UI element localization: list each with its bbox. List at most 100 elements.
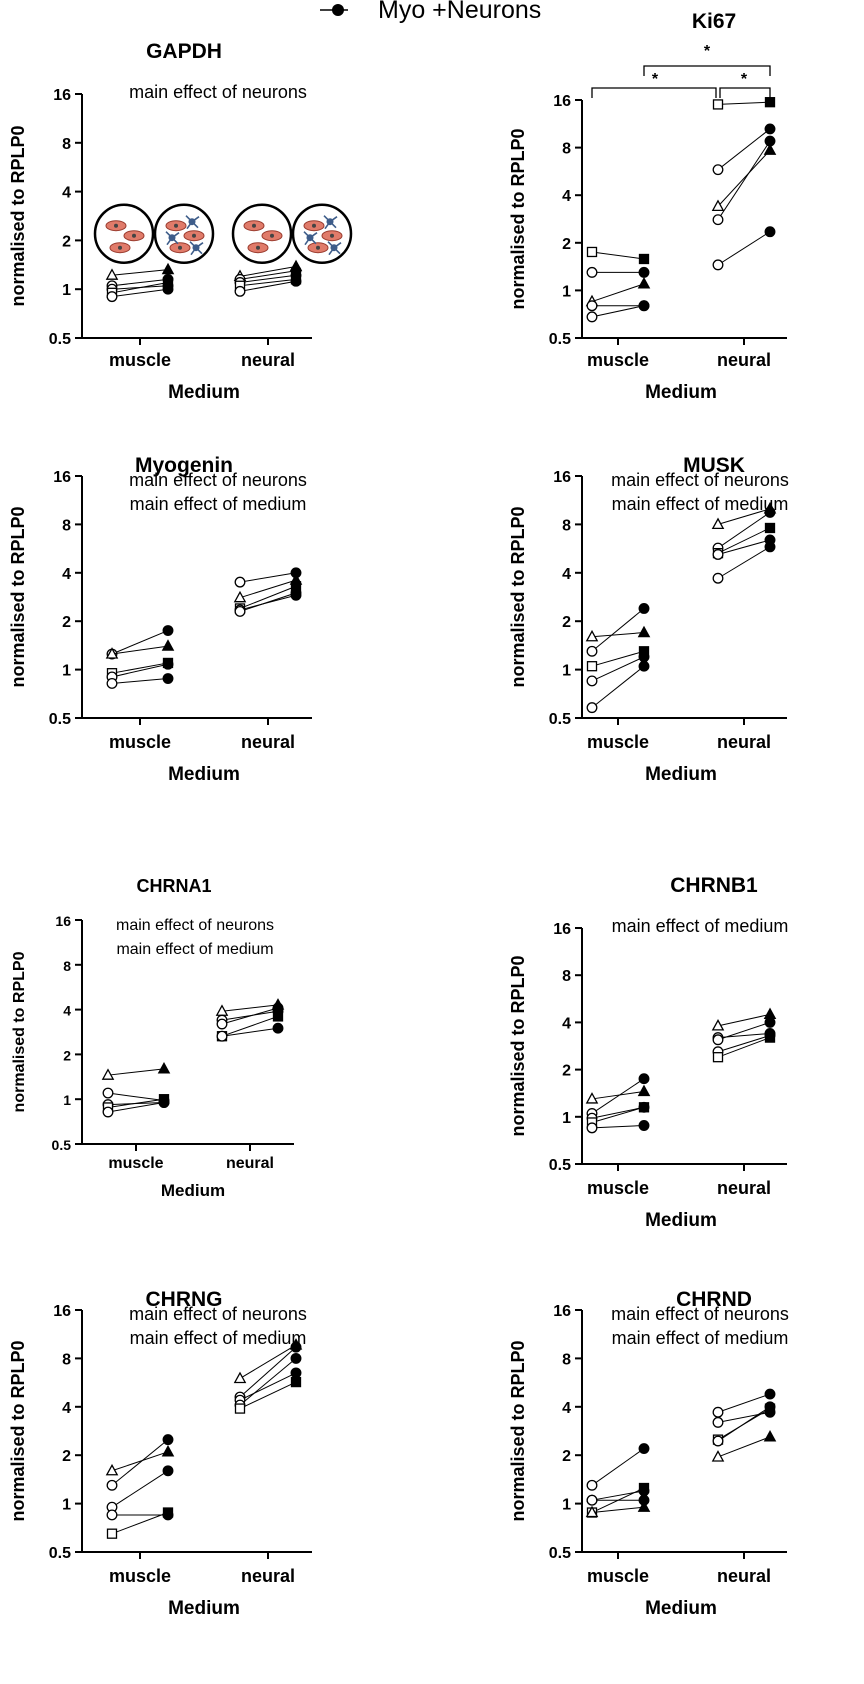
myo-point bbox=[586, 311, 598, 323]
neural-pair bbox=[234, 275, 302, 297]
myo-point bbox=[712, 1052, 724, 1063]
x-tick-label: muscle bbox=[109, 732, 171, 752]
y-tick-label: 16 bbox=[553, 469, 571, 486]
muscle-pair bbox=[586, 1120, 650, 1134]
legend-label: Myo +Neurons bbox=[378, 0, 542, 24]
nucleus-icon bbox=[118, 245, 122, 250]
chart-myogenin: Myogenin main effect of neurons main effec… bbox=[0, 452, 360, 852]
y-tick-label: 2 bbox=[62, 233, 71, 250]
myo-neurons-point bbox=[764, 226, 776, 238]
muscle-pair bbox=[106, 277, 174, 298]
neural-pair bbox=[234, 567, 302, 588]
y-axis-label: normalised to RPLP0 bbox=[8, 1340, 28, 1521]
myo-point bbox=[586, 675, 598, 687]
pair-line bbox=[221, 1007, 279, 1025]
neural-pair bbox=[712, 226, 776, 271]
muscle-pair bbox=[105, 1444, 175, 1476]
neural-pair bbox=[712, 123, 776, 176]
myo-point bbox=[105, 1463, 119, 1476]
pair-line bbox=[111, 278, 169, 287]
chart-gapdh: GAPDH main effect of neurons 0.5 1 2 4 8 16 norm… bbox=[0, 36, 360, 436]
pair-line bbox=[591, 1091, 645, 1100]
y-tick-label: 0.5 bbox=[549, 711, 571, 728]
neural-pair bbox=[234, 587, 302, 617]
myo-point bbox=[233, 1371, 247, 1384]
y-tick-label: 1 bbox=[62, 1497, 71, 1514]
x-axis-title: Medium bbox=[168, 382, 240, 403]
pair-line bbox=[591, 251, 645, 260]
pair-line bbox=[239, 1372, 297, 1401]
pair-line bbox=[239, 1344, 297, 1379]
y-tick-label: 0.5 bbox=[549, 331, 571, 348]
myo-neurons-point bbox=[764, 1388, 776, 1400]
pair-line bbox=[717, 527, 771, 554]
myo-point bbox=[234, 285, 246, 297]
pair-line bbox=[717, 539, 771, 555]
myo-neurons-point bbox=[161, 262, 175, 275]
y-tick-label: 4 bbox=[62, 185, 71, 202]
pair-line bbox=[239, 1346, 297, 1398]
pair-line bbox=[107, 1092, 165, 1102]
x-tick-label: muscle bbox=[108, 1155, 163, 1172]
y-tick-label: 2 bbox=[562, 614, 571, 631]
myo-point bbox=[586, 1122, 598, 1134]
myo-point bbox=[712, 214, 724, 226]
pair-line bbox=[591, 1125, 645, 1129]
muscle-pair bbox=[106, 1507, 174, 1539]
myo-point bbox=[106, 291, 118, 303]
myo-point bbox=[105, 268, 119, 280]
culture-well-icon bbox=[291, 203, 353, 264]
myo-point bbox=[711, 199, 725, 212]
y-tick-label: 1 bbox=[562, 1497, 571, 1514]
myo-point bbox=[586, 702, 598, 714]
pair-line bbox=[717, 1013, 771, 1027]
myo-neurons-point bbox=[162, 283, 174, 295]
myo-neurons-point bbox=[638, 651, 650, 663]
y-tick-label: 16 bbox=[53, 469, 71, 486]
muscle-pair bbox=[586, 1485, 650, 1506]
y-tick-label: 0.5 bbox=[49, 1545, 71, 1562]
neuron-icon bbox=[303, 231, 318, 246]
y-tick-label: 16 bbox=[53, 1303, 71, 1320]
neuron-icon bbox=[189, 241, 204, 256]
myo-neurons-point bbox=[638, 266, 650, 278]
pair-line bbox=[239, 1381, 297, 1410]
myo-neurons-point bbox=[290, 1352, 302, 1364]
myo-neurons-point bbox=[162, 1465, 174, 1477]
pair-line bbox=[591, 1106, 645, 1119]
myo-neurons-point bbox=[764, 123, 776, 135]
myo-neurons-point bbox=[272, 1011, 284, 1022]
x-tick-label: muscle bbox=[587, 732, 649, 752]
neural-pair bbox=[712, 1016, 776, 1046]
neural-pair bbox=[216, 1022, 284, 1042]
myo-neurons-point bbox=[637, 1084, 651, 1097]
myo-neurons-point bbox=[161, 1444, 175, 1457]
pair-line bbox=[239, 270, 297, 280]
myo-point bbox=[712, 99, 724, 110]
muscle-pair bbox=[586, 651, 650, 687]
annotation-text: main effect of medium bbox=[116, 941, 273, 958]
nucleus-icon bbox=[330, 233, 334, 238]
chart-title: MUSK bbox=[683, 454, 745, 477]
myo-point bbox=[586, 1479, 598, 1491]
muscle-pair bbox=[102, 1097, 170, 1118]
nucleus-icon bbox=[256, 245, 260, 250]
y-axis-label: normalised to RPLP0 bbox=[11, 951, 28, 1112]
y-tick-label: 4 bbox=[562, 566, 571, 583]
y-tick-label: 1 bbox=[562, 1110, 571, 1127]
chart-musk: MUSK main effect of neurons main effect of… bbox=[500, 452, 864, 852]
myo-neurons-point bbox=[637, 625, 651, 638]
myo-neurons-point bbox=[290, 1376, 302, 1388]
x-tick-label: muscle bbox=[109, 350, 171, 370]
myo-neurons-point bbox=[638, 1120, 650, 1131]
significance-star: * bbox=[741, 71, 748, 88]
nucleus-icon bbox=[174, 223, 178, 228]
x-axis-title: Medium bbox=[645, 1210, 717, 1231]
chart-title: GAPDH bbox=[146, 40, 222, 63]
pair-line bbox=[111, 269, 169, 276]
myo-point bbox=[712, 572, 724, 584]
y-tick-label: 4 bbox=[62, 1400, 71, 1417]
annotation-text: main effect of medium bbox=[612, 1328, 789, 1348]
muscle-pair bbox=[586, 1443, 650, 1491]
